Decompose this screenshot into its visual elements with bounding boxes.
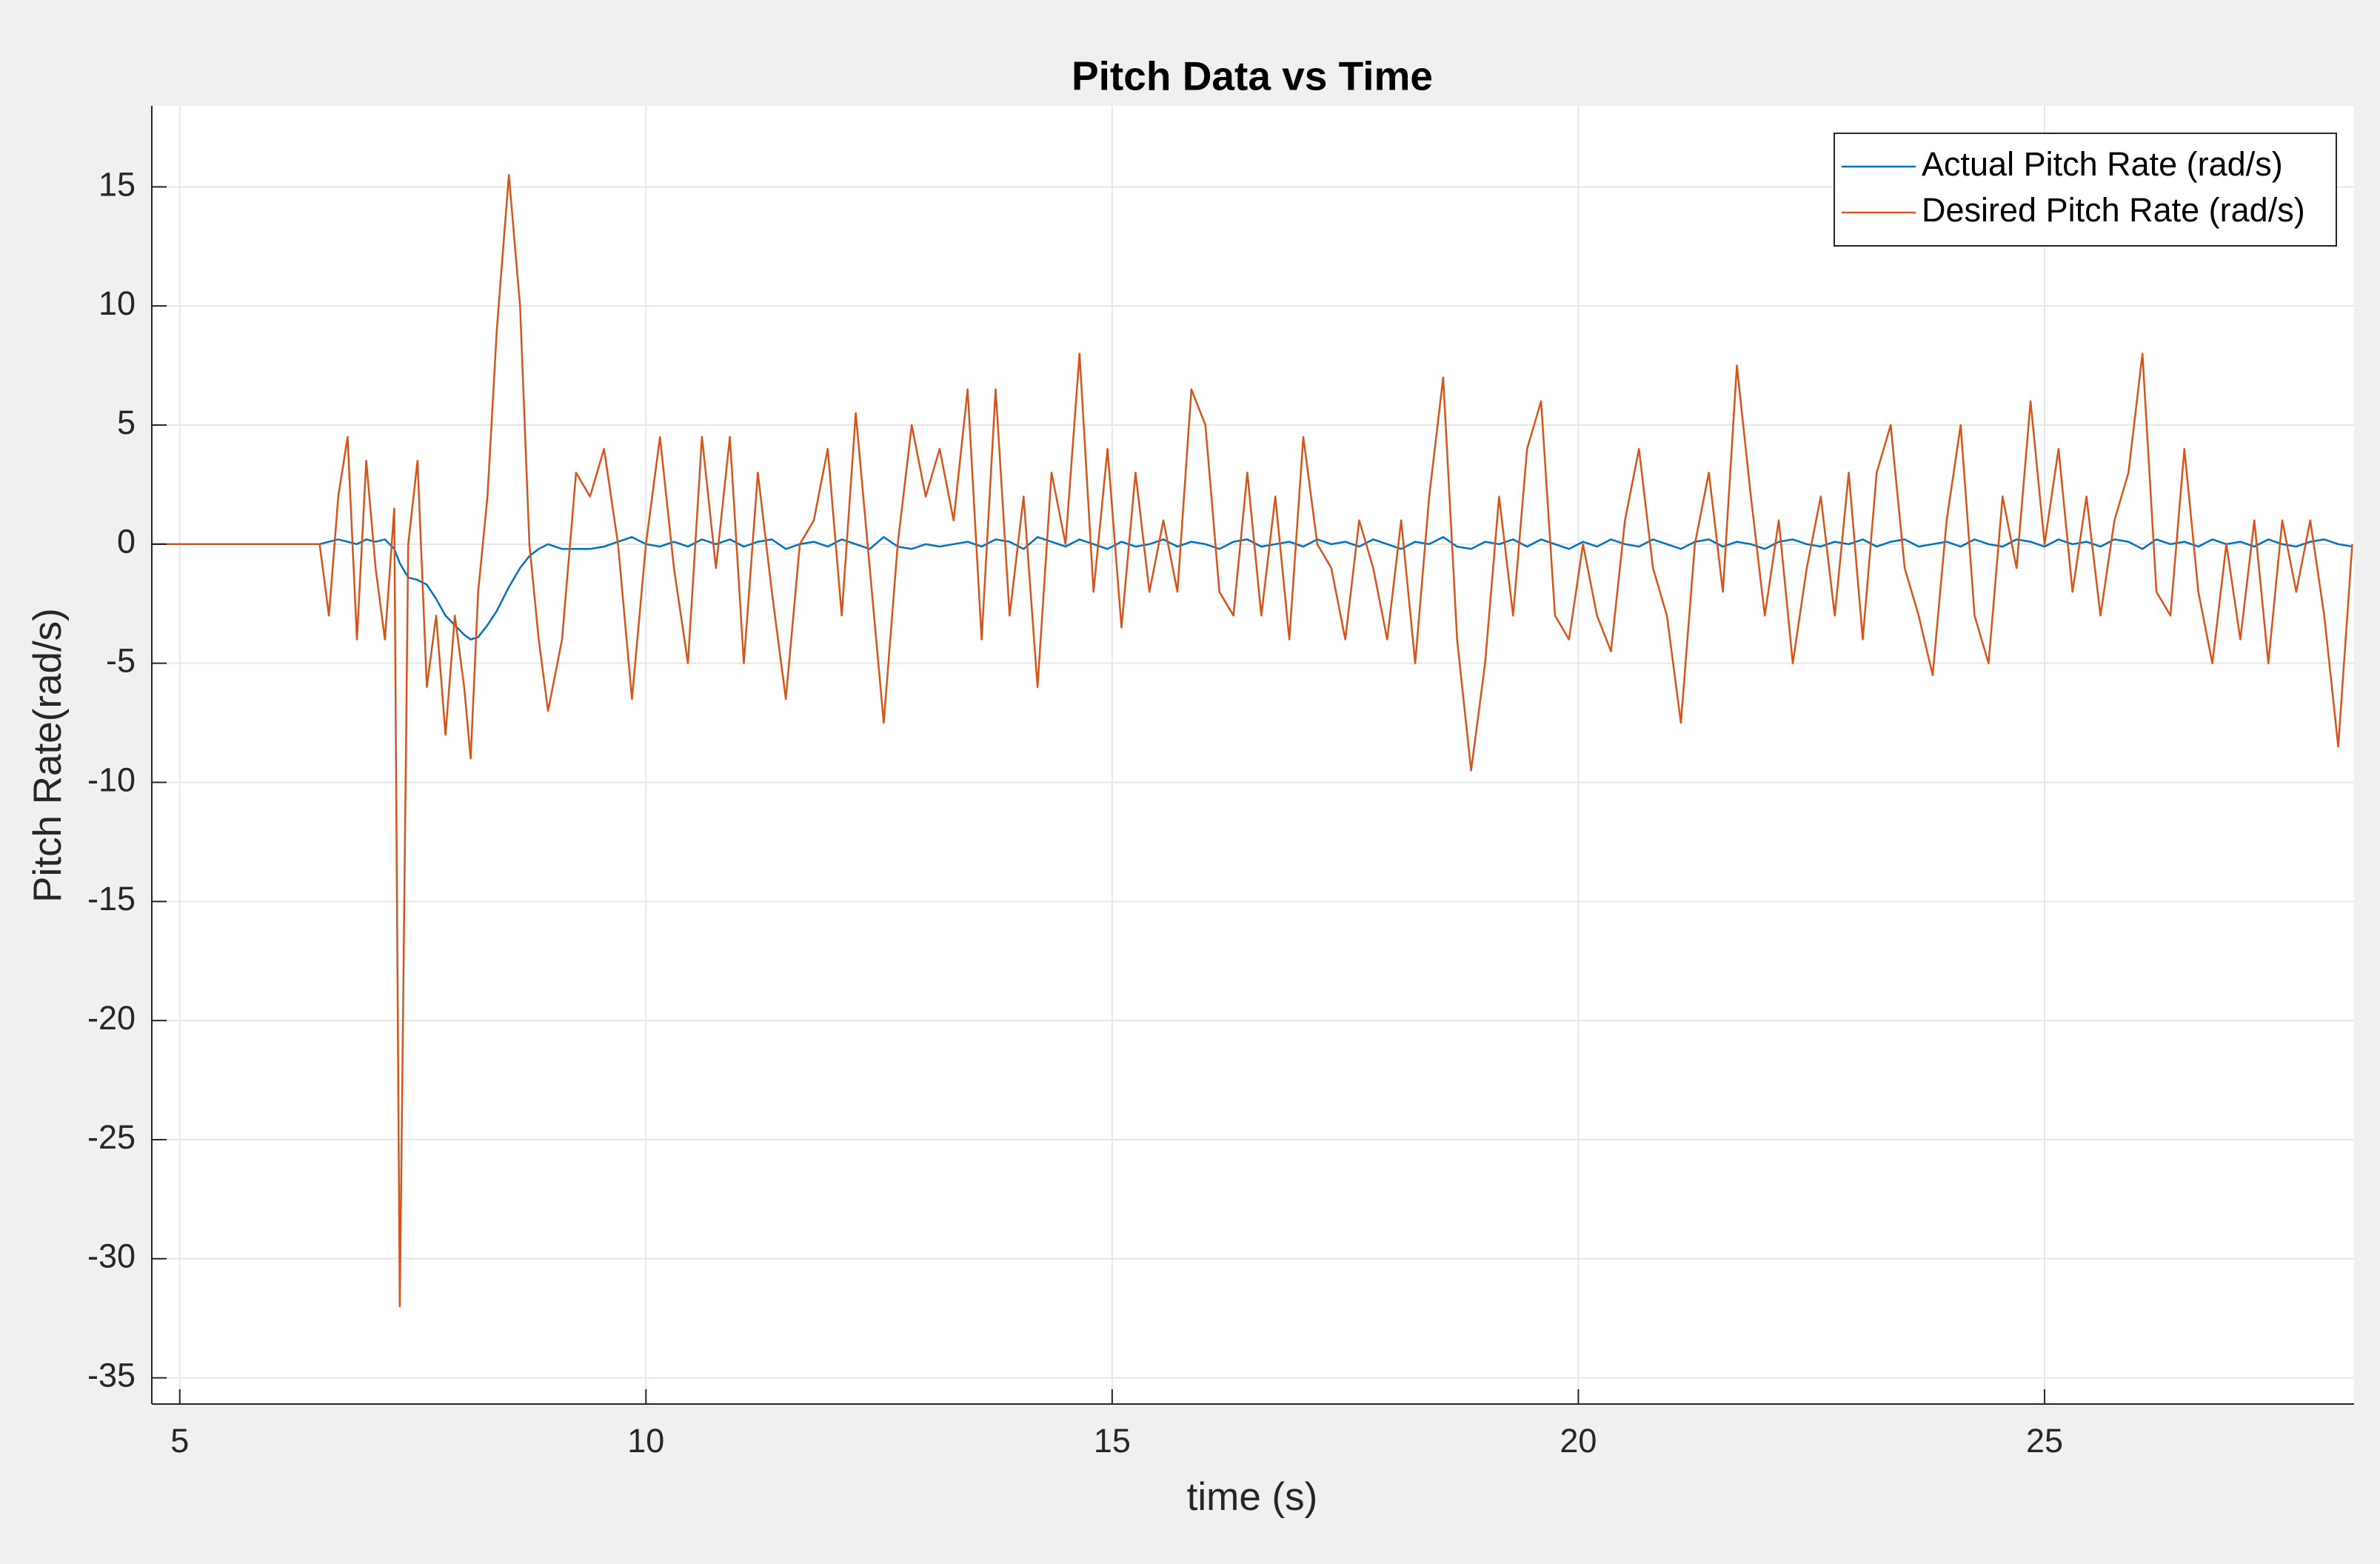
x-tick-label: 10 (627, 1422, 664, 1460)
y-axis-label: Pitch Rate(rad/s) (26, 608, 70, 903)
plot-area (152, 106, 2354, 1404)
y-tick-label: 15 (98, 165, 136, 203)
y-tick-label: 0 (117, 523, 136, 561)
y-tick-label: -15 (87, 880, 136, 918)
data-line (152, 174, 2353, 1308)
x-axis-label: time (s) (1187, 1475, 1318, 1519)
y-tick-label: -35 (87, 1357, 136, 1394)
grid (152, 106, 2354, 1404)
chart-title: Pitch Data vs Time (1072, 53, 1433, 99)
axes (151, 106, 2354, 1405)
y-tick-label: 10 (98, 284, 136, 322)
lines (152, 174, 2353, 1308)
legend-box (1834, 133, 2337, 247)
x-tick-label: 20 (1560, 1422, 1597, 1460)
legend: Actual Pitch Rate (rad/s) Desired Pitch R… (1834, 133, 2337, 247)
y-tick-label: -5 (106, 642, 136, 680)
x-tick-label: 15 (1094, 1422, 1131, 1460)
y-tick-label: -20 (87, 999, 136, 1037)
y-tick-label: 5 (117, 404, 136, 441)
legend-label: Desired Pitch Rate (rad/s) (1922, 191, 2305, 229)
x-tick-label: 25 (2026, 1422, 2063, 1460)
y-tick-label: -25 (87, 1118, 136, 1156)
y-tick-label: -10 (87, 761, 136, 798)
y-tick-label: -30 (87, 1237, 136, 1275)
legend-label: Actual Pitch Rate (rad/s) (1922, 145, 2283, 183)
x-tick-label: 5 (170, 1422, 189, 1460)
data-line (152, 535, 2353, 641)
